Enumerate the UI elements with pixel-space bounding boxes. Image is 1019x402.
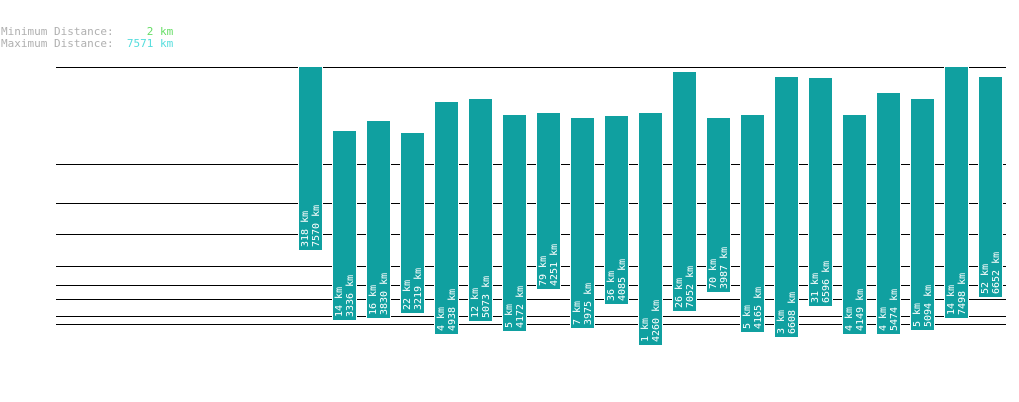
bar-group: 79 km 4251 km [536, 112, 561, 290]
bar [774, 76, 799, 338]
bar-group: 3 km 6608 km [774, 76, 799, 338]
bar [706, 117, 731, 293]
bar-group: 14 km 3336 km [332, 130, 357, 321]
bar-group: 52 km 6652 km [978, 76, 1003, 298]
bar-min-label: 22 km [402, 280, 413, 310]
bar [638, 112, 663, 346]
bar [400, 132, 425, 314]
bar-group: 1 km 4260 km [638, 112, 663, 346]
bar [570, 117, 595, 329]
bar-min-label: 70 km [708, 259, 719, 289]
bar-max-label: 3830 km [379, 273, 390, 315]
bar-min-label: 4 km [436, 307, 447, 331]
bar [298, 66, 323, 251]
bar-group: 4 km 5474 km [876, 92, 901, 335]
bar-max-label: 4251 km [549, 244, 560, 286]
bar-max-label: 4085 km [617, 259, 628, 301]
bar-group: 16 km 3830 km [366, 120, 391, 319]
bar [944, 66, 969, 319]
bar-group: 26 km 7052 km [672, 71, 697, 312]
bar-max-label: 3975 km [583, 283, 594, 325]
bar [332, 130, 357, 321]
bar-max-label: 7052 km [685, 266, 696, 308]
bar-group: 14 km 7498 km [944, 66, 969, 319]
bar-group: 4 km 4149 km [842, 114, 867, 335]
bar [910, 98, 935, 331]
bar [366, 120, 391, 319]
bar-min-label: 52 km [980, 264, 991, 294]
bar [842, 114, 867, 335]
bar-min-label: 16 km [368, 285, 379, 315]
max-distance-label: Maximum Distance: [1, 37, 114, 50]
bar-max-label: 3219 km [413, 268, 424, 310]
bar-max-label: 5073 km [481, 276, 492, 318]
bar-max-label: 4149 km [855, 289, 866, 331]
bar-group: 318 km 7570 km [298, 66, 323, 251]
bar-group: 31 km 6596 km [808, 77, 833, 307]
bar [434, 101, 459, 335]
bar [604, 115, 629, 305]
bar [740, 114, 765, 333]
min-distance-label: Minimum Distance: [1, 25, 114, 38]
bar-min-label: 5 km [912, 303, 923, 327]
bar-min-label: 26 km [674, 278, 685, 308]
bar-min-label: 14 km [334, 287, 345, 317]
bar-max-label: 5474 km [889, 289, 900, 331]
bar [808, 77, 833, 307]
min-distance-value: 2 km [146, 25, 174, 38]
bar-max-label: 6652 km [991, 252, 1002, 294]
bar-max-label: 4938 km [447, 289, 458, 331]
bar-max-label: 5094 km [923, 285, 934, 327]
bar-max-label: 3336 km [345, 275, 356, 317]
bar-min-label: 7 km [572, 301, 583, 325]
bar-group: 5 km 4172 km [502, 114, 527, 332]
bar-group: 7 km 3975 km [570, 117, 595, 329]
bar-min-label: 3 km [776, 310, 787, 334]
bar [468, 98, 493, 322]
bar-min-label: 1 km [640, 318, 651, 342]
bar-group: 4 km 4938 km [434, 101, 459, 335]
legend-minimum-distance: Minimum Distance: 2 km [1, 25, 173, 38]
bar-min-label: 318 km [300, 211, 311, 247]
bar [672, 71, 697, 312]
bar-max-label: 4172 km [515, 286, 526, 328]
bar-max-label: 3987 km [719, 247, 730, 289]
bar-max-label: 6608 km [787, 292, 798, 334]
bar-max-label: 6596 km [821, 261, 832, 303]
bar-min-label: 5 km [504, 304, 515, 328]
bar-min-label: 4 km [844, 307, 855, 331]
bar-group: 70 km 3987 km [706, 117, 731, 293]
bar-group: 5 km 4165 km [740, 114, 765, 333]
bar-group: 36 km 4085 km [604, 115, 629, 305]
bar-max-label: 7570 km [311, 205, 322, 247]
bar [536, 112, 561, 290]
bar-max-label: 4165 km [753, 287, 764, 329]
bar-min-label: 31 km [810, 273, 821, 303]
bar-min-label: 36 km [606, 271, 617, 301]
bar-max-label: 4260 km [651, 300, 662, 342]
bar [978, 76, 1003, 298]
bar-min-label: 14 km [946, 285, 957, 315]
bar [876, 92, 901, 335]
bar [502, 114, 527, 332]
bar-max-label: 7498 km [957, 273, 968, 315]
bar-group: 22 km 3219 km [400, 132, 425, 314]
legend-maximum-distance: Maximum Distance: 7571 km [1, 37, 173, 50]
bar-min-label: 5 km [742, 305, 753, 329]
bar-min-label: 79 km [538, 256, 549, 286]
bar-min-label: 4 km [878, 307, 889, 331]
bar-min-label: 12 km [470, 288, 481, 318]
bar-group: 5 km 5094 km [910, 98, 935, 331]
bar-group: 12 km 5073 km [468, 98, 493, 322]
max-distance-value: 7571 km [126, 37, 174, 50]
